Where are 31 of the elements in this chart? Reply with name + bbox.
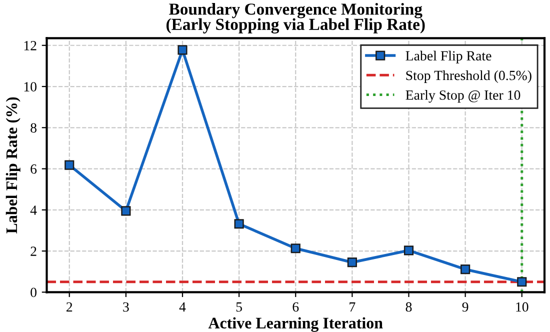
x-tick-label: 8 (406, 302, 412, 312)
x-tick-label: 9 (462, 302, 468, 312)
point (234, 219, 244, 229)
legend-label: Label Flip Rate (406, 50, 492, 64)
y-tick-label: 4 (30, 206, 37, 215)
x-tick-label: 5 (236, 302, 242, 312)
point (347, 258, 357, 268)
point (64, 160, 74, 170)
point (460, 264, 470, 274)
y-axis-title: Label Flip Rate (%) (6, 97, 20, 234)
y-tick-label: 6 (30, 164, 37, 174)
y-tick-label: 0 (30, 288, 36, 298)
x-tick-label: 6 (292, 302, 299, 312)
y-tick-label: 2 (30, 246, 36, 256)
x-tick-label: 3 (123, 302, 129, 312)
point (517, 277, 527, 287)
x-tick-label: 2 (66, 302, 72, 312)
point (404, 246, 414, 256)
x-axis-title: Active Learning Iteration (208, 317, 383, 332)
x-tick-label: 4 (179, 302, 186, 312)
point (121, 206, 131, 216)
x-tick-label: 10 (516, 302, 528, 312)
y-tick-label: 12 (24, 41, 36, 50)
y-tick-label: 10 (24, 82, 36, 92)
ref-line-label: Early Stop @ Iter 10 (406, 90, 520, 103)
y-tick-label: 8 (30, 123, 36, 133)
point (290, 244, 300, 254)
point (178, 45, 188, 55)
x-tick-label: 7 (350, 302, 356, 312)
legend-label: Stop Threshold (0.5%) (406, 70, 532, 83)
chart-title: Boundary Convergence Monitoring (Early Stopping via Label Flip Rate) (166, 3, 425, 34)
